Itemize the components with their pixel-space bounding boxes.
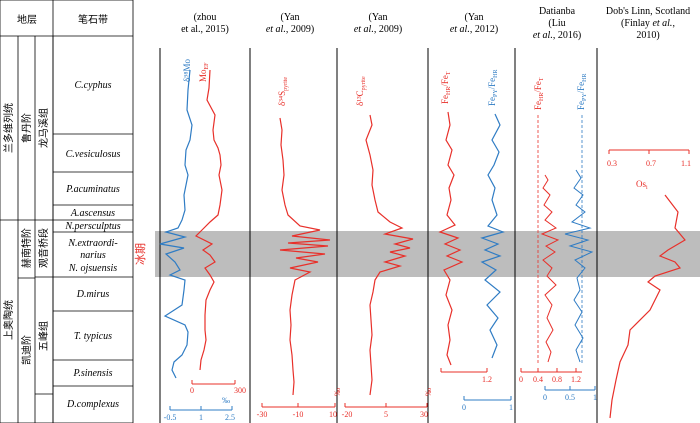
svg-text:Datianba: Datianba	[539, 6, 576, 17]
zone-t-typicus: T. typicus	[74, 331, 112, 342]
zone-c-cyphus: C.cyphus	[75, 80, 112, 91]
stage-hirnantian: 赫南特阶	[20, 228, 33, 268]
svg-text:Dob's Linn, Scotland: Dob's Linn, Scotland	[606, 6, 690, 17]
svg-text:0: 0	[190, 386, 194, 395]
datianba-fehr-fet-label: FeHR/FeT	[533, 77, 545, 110]
svg-text:-10: -10	[293, 410, 304, 419]
glaciation-label: 冰期	[134, 243, 147, 265]
column-yan-2012: (Yan et al., 2012) FeHR/FeT FePY/FeHR 1.…	[438, 12, 516, 423]
svg-text:2.5: 2.5	[225, 413, 235, 422]
fehr-fet-label: FeHR/FeT	[440, 71, 452, 104]
os-label: Osi	[636, 179, 648, 191]
zone-n-extraordinarius-2: narius	[80, 250, 106, 261]
zone-n-extraordinarius-1: N.extraordi-	[67, 238, 117, 249]
svg-text:et al., 2009): et al., 2009)	[266, 24, 314, 35]
d13c-curve	[365, 114, 414, 396]
zone-n-persculptus: N.persculptus	[64, 221, 120, 232]
formation-wufeng: 五峰组	[37, 321, 50, 351]
zone-c-vesiculosus: C.vesiculosus	[66, 149, 121, 160]
svg-text:1: 1	[199, 413, 203, 422]
header-stratum: 地层	[17, 13, 37, 26]
svg-text:(Liu: (Liu	[548, 18, 565, 29]
formation-longmaxi: 龙马溪组	[37, 108, 50, 148]
datianba-fepy-fehr-label: FePY/FeHR	[576, 73, 588, 110]
svg-text:et al., 2016): et al., 2016)	[533, 30, 581, 41]
svg-text:2010): 2010)	[636, 30, 659, 41]
zone-d-mirus: D.mirus	[76, 289, 110, 300]
svg-text:1.1: 1.1	[681, 159, 691, 168]
datianba-fehr-fet-curve	[540, 174, 560, 363]
svg-text:1.2: 1.2	[571, 375, 581, 384]
svg-text:300: 300	[234, 386, 246, 395]
strat-table	[0, 0, 134, 423]
svg-text:‰: ‰	[222, 396, 230, 405]
svg-text:0: 0	[519, 375, 523, 384]
zone-p-acuminatus: P.acuminatus	[65, 184, 120, 195]
stage-rhuddanian: 鲁丹阶	[20, 113, 33, 143]
d98mo-curve	[159, 69, 193, 379]
svg-text:30: 30	[420, 410, 428, 419]
zone-a-ascensus: A.ascensus	[70, 208, 115, 219]
column-yan-2009-s: (Yan et al., 2009) δ³⁴Spyrite -30 -10 10…	[257, 12, 342, 423]
svg-text:(Finlay et al.,: (Finlay et al.,	[621, 18, 675, 29]
svg-text:et al., 2015): et al., 2015)	[181, 24, 229, 35]
svg-text:1: 1	[509, 403, 513, 412]
svg-text:‰: ‰	[333, 388, 342, 396]
column-datianba: Datianba (Liu et al., 2016) FeHR/FeT FeP…	[519, 6, 598, 423]
d34s-label: δ³⁴Spyrite	[277, 77, 289, 106]
svg-text:(Yan: (Yan	[465, 12, 484, 23]
datianba-fepy-fehr-curve	[564, 169, 594, 363]
svg-text:et al., 2009): et al., 2009)	[354, 24, 402, 35]
formation-guanyinqiao: 观音桥段	[37, 228, 50, 268]
mo-ef-curve	[194, 69, 223, 371]
d13c-label: δ¹³Cpyrite	[355, 76, 367, 106]
svg-text:(zhou: (zhou	[194, 12, 217, 23]
svg-text:-0.5: -0.5	[164, 413, 177, 422]
svg-text:-20: -20	[342, 410, 353, 419]
svg-text:0.7: 0.7	[646, 159, 656, 168]
svg-text:0: 0	[462, 403, 466, 412]
d34s-curve	[279, 117, 331, 396]
fepy-fehr-curve	[480, 113, 505, 359]
zone-n-ojsuensis: N. ojsuensis	[68, 263, 117, 274]
svg-text:0.8: 0.8	[552, 375, 562, 384]
zone-d-complexus: D.complexus	[66, 399, 119, 410]
fehr-fet-curve	[438, 111, 464, 366]
column-zhou-2015: (zhou et al., 2015) δ⁹⁸Mo MoEF 0 300 -0.…	[159, 12, 251, 423]
svg-text:et al., 2012): et al., 2012)	[450, 24, 498, 35]
header-zone: 笔石带	[78, 13, 108, 26]
zone-p-sinensis: P.sinensis	[73, 368, 113, 379]
column-yan-2009-c: (Yan et al., 2009) δ¹³Cpyrite -20 5 30 ‰	[342, 12, 433, 423]
stage-katian: 凯迪阶	[20, 335, 33, 365]
mo-ef-label: MoEF	[198, 62, 210, 82]
d98mo-label: δ⁹⁸Mo	[182, 58, 192, 82]
svg-text:0: 0	[543, 393, 547, 402]
os-curve	[609, 194, 686, 419]
svg-text:0.5: 0.5	[565, 393, 575, 402]
svg-text:-30: -30	[257, 410, 268, 419]
fepy-fehr-label: FePY/FeHR	[487, 69, 499, 106]
column-dobs-linn: Dob's Linn, Scotland (Finlay et al., 201…	[606, 6, 691, 419]
svg-text:0.4: 0.4	[533, 375, 543, 384]
svg-text:5: 5	[384, 410, 388, 419]
svg-text:1: 1	[593, 393, 597, 402]
svg-text:0.3: 0.3	[607, 159, 617, 168]
svg-text:(Yan: (Yan	[369, 12, 388, 23]
system-llandovery: 兰多维列统	[2, 103, 15, 153]
system-upper-ordovician: 上奥陶统	[2, 300, 15, 340]
svg-text:1.2: 1.2	[482, 375, 492, 384]
svg-text:10: 10	[329, 410, 337, 419]
svg-text:(Yan: (Yan	[281, 12, 300, 23]
svg-text:‰: ‰	[424, 388, 433, 396]
